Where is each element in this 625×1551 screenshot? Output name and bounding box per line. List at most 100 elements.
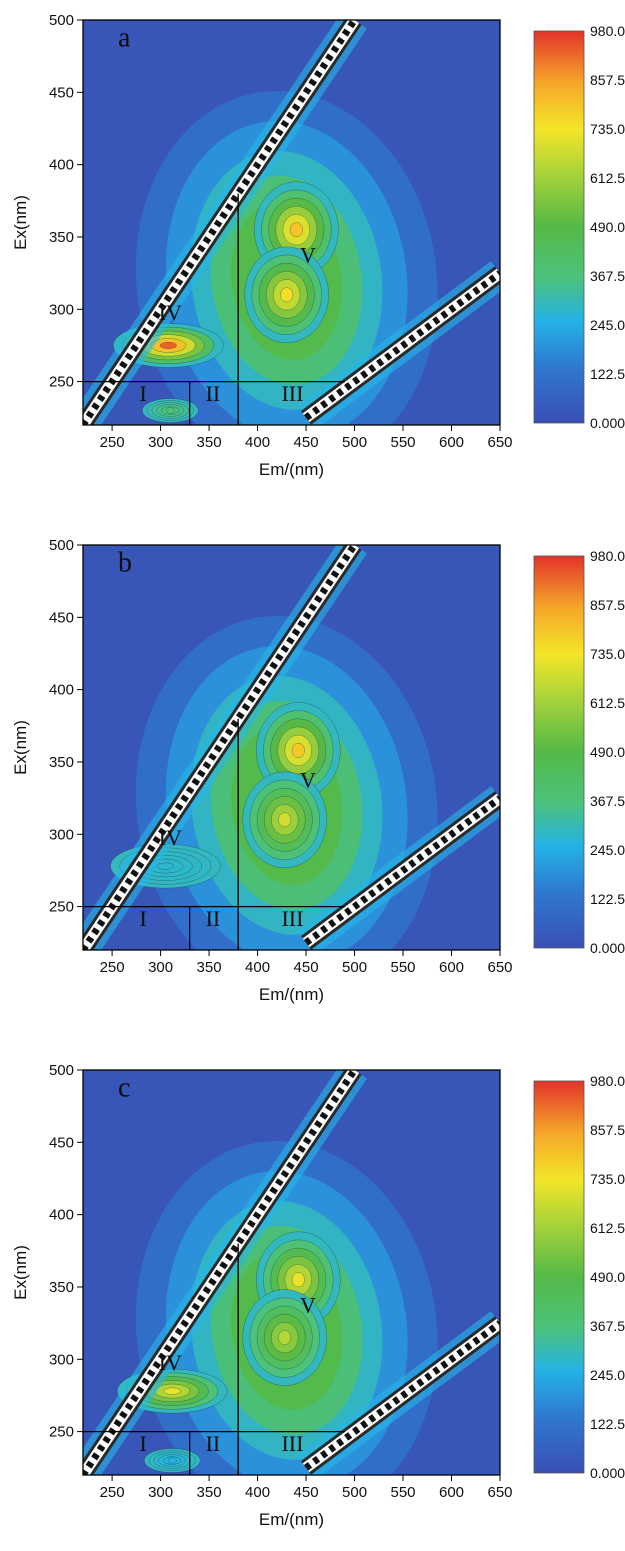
x-tick-label: 250 xyxy=(100,959,125,976)
second-order-scatter-band-pattern xyxy=(303,1320,500,1471)
region-label-ii: II xyxy=(206,906,221,931)
y-tick-label: 500 xyxy=(49,12,74,29)
y-tick-label: 350 xyxy=(49,754,74,771)
colorbar-tick-label: 122.5 xyxy=(590,1416,625,1432)
colorbar-tick-label: 857.5 xyxy=(590,1122,625,1138)
peak-contour-v xyxy=(278,812,292,828)
y-tick-label: 400 xyxy=(49,157,74,174)
peak-contour-iv xyxy=(156,862,174,870)
colorbar-tick-label: 367.5 xyxy=(590,268,625,284)
x-tick-label: 550 xyxy=(391,1484,416,1501)
colorbar-tick-label: 735.0 xyxy=(590,1171,625,1187)
colorbar-tick-label: 735.0 xyxy=(590,121,625,137)
peak-contour-iv xyxy=(159,341,177,349)
colorbar-tick-label: 0.000 xyxy=(590,415,625,431)
x-tick-label: 600 xyxy=(439,1484,464,1501)
y-tick-label: 400 xyxy=(49,682,74,699)
plot-frame xyxy=(82,19,501,426)
x-tick-label: 350 xyxy=(197,959,222,976)
region-label-ii: II xyxy=(206,381,221,406)
first-order-scatter-band-pattern xyxy=(83,1070,358,1475)
y-tick-label: 350 xyxy=(49,1279,74,1296)
second-order-scatter-band-pattern xyxy=(303,270,500,421)
region-label-iv: IV xyxy=(159,825,182,850)
y-tick-label: 450 xyxy=(49,609,74,626)
x-tick-label: 400 xyxy=(245,434,270,451)
x-tick-label: 250 xyxy=(100,1484,125,1501)
y-tick-label: 450 xyxy=(49,84,74,101)
x-tick-label: 650 xyxy=(487,434,512,451)
peak-contour-v xyxy=(278,1330,292,1346)
region-label-iv: IV xyxy=(159,300,182,325)
x-tick-label: 650 xyxy=(487,959,512,976)
x-tick-label: 250 xyxy=(100,434,125,451)
colorbar-tick-label: 612.5 xyxy=(590,695,625,711)
x-axis-title: Em/(nm) xyxy=(259,1510,324,1529)
x-tick-label: 600 xyxy=(439,959,464,976)
y-tick-label: 300 xyxy=(49,1351,74,1368)
panel-letter: c xyxy=(118,1072,130,1103)
panel-letter: a xyxy=(118,22,131,53)
y-tick-label: 500 xyxy=(49,1062,74,1079)
region-label-iii: III xyxy=(281,906,303,931)
peak-contour-iv xyxy=(163,1387,181,1395)
y-axis-title: Ex(nm) xyxy=(11,1245,30,1300)
y-tick-label: 400 xyxy=(49,1207,74,1224)
x-tick-label: 450 xyxy=(294,959,319,976)
colorbar-tick-label: 245.0 xyxy=(590,317,625,333)
colorbar-tick-label: 857.5 xyxy=(590,72,625,88)
colorbar-tick-label: 122.5 xyxy=(590,891,625,907)
y-tick-label: 250 xyxy=(49,1424,74,1441)
region-label-i: I xyxy=(139,1431,146,1456)
region-label-iii: III xyxy=(281,381,303,406)
x-tick-label: 300 xyxy=(148,434,173,451)
region-label-i: I xyxy=(139,906,146,931)
colorbar-tick-label: 490.0 xyxy=(590,219,625,235)
x-tick-label: 550 xyxy=(391,434,416,451)
y-axis-title: Ex(nm) xyxy=(11,195,30,250)
y-tick-label: 250 xyxy=(49,374,74,391)
region-label-v: V xyxy=(300,242,316,267)
x-tick-label: 500 xyxy=(342,1484,367,1501)
peak-contour-v xyxy=(289,222,303,238)
panel-letter: b xyxy=(118,547,132,578)
y-tick-label: 250 xyxy=(49,899,74,916)
x-tick-label: 350 xyxy=(197,1484,222,1501)
y-tick-label: 450 xyxy=(49,1134,74,1151)
colorbar-tick-label: 245.0 xyxy=(590,1367,625,1383)
y-tick-label: 500 xyxy=(49,537,74,554)
x-tick-label: 600 xyxy=(439,434,464,451)
peak-contour-i xyxy=(165,407,175,414)
colorbar-tick-label: 980.0 xyxy=(590,548,625,564)
x-tick-label: 500 xyxy=(342,959,367,976)
region-label-i: I xyxy=(139,381,146,406)
region-label-v: V xyxy=(300,1292,316,1317)
colorbar-tick-label: 0.000 xyxy=(590,1465,625,1481)
peak-contour-v xyxy=(291,1272,305,1288)
colorbar-tick-label: 490.0 xyxy=(590,1269,625,1285)
colorbar-tick-label: 245.0 xyxy=(590,842,625,858)
colorbar-tick-label: 980.0 xyxy=(590,1073,625,1089)
colorbar-tick-label: 857.5 xyxy=(590,597,625,613)
x-tick-label: 450 xyxy=(294,1484,319,1501)
y-tick-label: 350 xyxy=(49,229,74,246)
peak-contour-i xyxy=(167,1457,177,1464)
peak-contour-v xyxy=(280,287,294,303)
x-tick-label: 350 xyxy=(197,434,222,451)
plot-frame xyxy=(82,544,501,951)
colorbar xyxy=(533,1080,585,1474)
y-tick-label: 300 xyxy=(49,826,74,843)
colorbar xyxy=(533,30,585,424)
x-tick-label: 650 xyxy=(487,1484,512,1501)
colorbar-tick-label: 122.5 xyxy=(590,366,625,382)
region-label-ii: II xyxy=(206,1431,221,1456)
x-tick-label: 500 xyxy=(342,434,367,451)
colorbar-tick-label: 490.0 xyxy=(590,744,625,760)
x-tick-label: 400 xyxy=(245,959,270,976)
first-order-scatter-band-pattern xyxy=(83,545,358,950)
colorbar-tick-label: 367.5 xyxy=(590,1318,625,1334)
